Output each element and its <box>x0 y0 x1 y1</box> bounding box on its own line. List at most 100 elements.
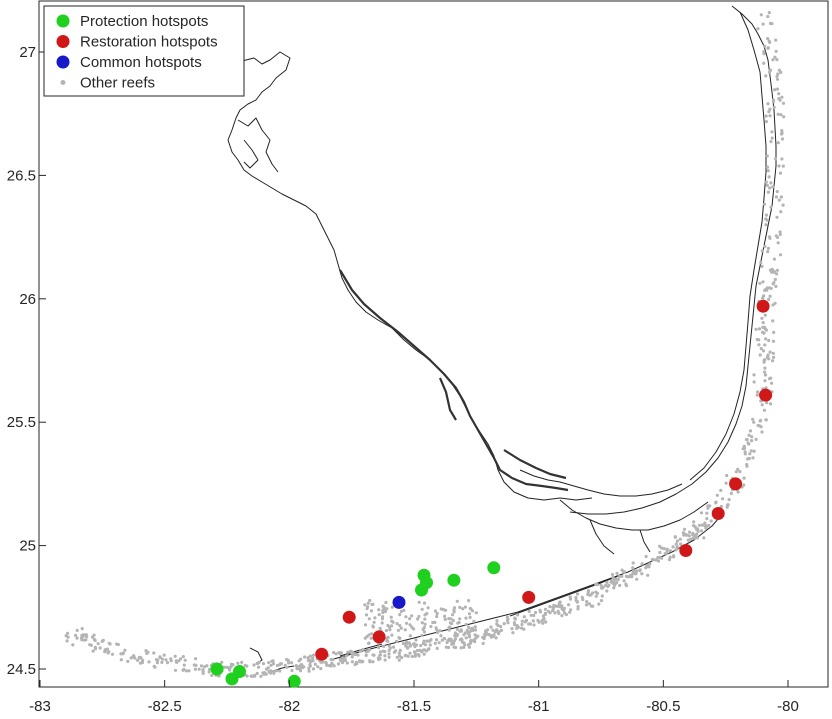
other-reef-dot <box>494 636 498 640</box>
other-reef-dot <box>768 68 773 72</box>
other-reef-dot <box>779 132 784 136</box>
other-reef-dot <box>410 614 414 618</box>
other-reef-dot <box>762 202 767 206</box>
other-reef-dot <box>761 321 765 325</box>
other-reef-dot <box>419 644 423 648</box>
other-reef-dot <box>687 534 691 538</box>
other-reef-dot <box>616 578 620 582</box>
other-reef-dot <box>74 633 78 638</box>
other-reef-dot <box>474 611 478 615</box>
other-reef-dot <box>473 633 477 637</box>
other-reef-dot <box>762 358 766 362</box>
other-reef-dot <box>306 658 310 663</box>
other-reef-dot <box>463 605 467 609</box>
other-reef-dot <box>471 628 475 633</box>
other-reef-dot <box>297 664 302 669</box>
hotspots-layer <box>210 299 773 688</box>
other-reef-dot <box>499 625 503 629</box>
other-reef-dot <box>408 634 412 638</box>
other-reef-dot <box>259 674 263 678</box>
other-reef-dot <box>768 402 773 406</box>
other-reef-dot <box>361 659 365 664</box>
other-reef-dot <box>183 658 187 662</box>
other-reef-dot <box>164 658 168 662</box>
other-reef-dot <box>523 620 527 624</box>
other-reef-dot <box>775 272 779 276</box>
other-reef-dot <box>610 579 614 583</box>
legend-marker <box>56 35 70 48</box>
y-tick-label: 27 <box>19 44 36 61</box>
other-reef-dot <box>729 491 733 495</box>
other-reef-dot <box>337 651 341 655</box>
other-reef-dot <box>780 95 784 99</box>
other-reef-dot <box>617 574 621 579</box>
legend-label: Common hotspots <box>80 54 202 71</box>
other-reef-dot <box>364 653 368 658</box>
other-reef-dot <box>152 664 156 668</box>
other-reef-dot <box>373 616 377 620</box>
other-reef-dot <box>532 623 536 627</box>
other-reef-dot <box>699 529 704 533</box>
other-reef-dot <box>693 525 697 529</box>
other-reef-dot <box>774 38 778 42</box>
y-tick-label: 26 <box>19 291 36 308</box>
other-reef-dot <box>551 605 555 609</box>
other-reef-dot <box>553 611 557 615</box>
other-reef-dot <box>768 350 772 354</box>
other-reef-dot <box>752 449 756 453</box>
other-reef-dot <box>447 626 451 630</box>
other-reef-dot <box>754 437 758 441</box>
other-reef-dot <box>229 665 233 669</box>
other-reef-dot <box>696 529 700 533</box>
other-reef-dot <box>261 671 265 675</box>
other-reef-dot <box>439 634 443 638</box>
other-reef-dot <box>369 609 374 613</box>
other-reef-dot <box>771 58 775 62</box>
other-reef-dot <box>96 642 100 646</box>
other-reef-dot <box>541 621 545 625</box>
other-reef-dot <box>385 639 389 643</box>
common-hotspots-marker <box>392 595 406 609</box>
other-reef-dot <box>771 98 776 102</box>
other-reef-dot <box>422 601 427 605</box>
other-reef-dot <box>691 531 695 536</box>
other-reef-dot <box>766 102 770 106</box>
restoration-hotspots-marker <box>372 630 386 644</box>
other-reef-dot <box>763 343 767 347</box>
other-reef-dot <box>380 615 385 619</box>
other-reef-dot <box>80 633 84 637</box>
y-tick-label: 26.5 <box>7 167 36 184</box>
other-reef-dot <box>423 613 427 617</box>
other-reef-dot <box>252 663 256 667</box>
other-reef-dot <box>751 417 755 421</box>
x-tick-label: -83 <box>29 698 51 715</box>
other-reef-dot <box>615 571 619 575</box>
other-reef-dot <box>119 658 123 662</box>
other-reef-dot <box>342 656 347 660</box>
other-reef-dot <box>462 645 466 650</box>
other-reef-dot <box>93 645 97 650</box>
other-reef-dot <box>464 616 468 620</box>
other-reef-dot <box>658 544 662 548</box>
other-reef-dot <box>398 648 402 653</box>
other-reef-dot <box>407 641 411 645</box>
other-reef-dot <box>543 607 548 611</box>
other-reef-dot <box>462 641 466 645</box>
other-reef-dot <box>759 13 763 17</box>
other-reef-dot <box>511 631 515 635</box>
other-reef-dot <box>772 281 776 285</box>
other-reef-dot <box>435 614 439 619</box>
other-reef-dot <box>771 185 775 189</box>
y-tick-label: 24.5 <box>7 661 36 678</box>
other-reef-dot <box>64 634 68 638</box>
other-reef-dot <box>687 530 692 534</box>
other-reef-dot <box>270 659 274 663</box>
other-reef-dot <box>774 284 778 288</box>
other-reef-dot <box>390 605 394 609</box>
other-reef-dot <box>361 648 365 652</box>
other-reef-dot <box>435 630 440 635</box>
other-reef-dot <box>719 488 723 492</box>
other-reef-dot <box>631 570 636 574</box>
other-reef-dot <box>776 72 780 76</box>
legend-label: Other reefs <box>80 75 155 92</box>
